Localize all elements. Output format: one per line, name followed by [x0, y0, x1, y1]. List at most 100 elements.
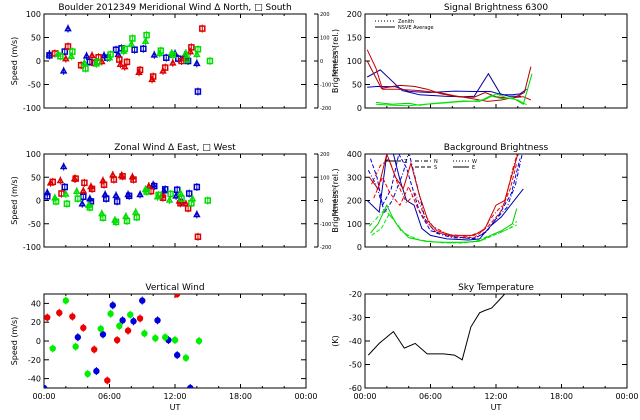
data-point-triangle-green [165, 195, 174, 203]
background-data [366, 154, 524, 244]
data-point-blue [130, 318, 137, 325]
data-point-red [136, 315, 144, 322]
y-tick-label: 50 [352, 81, 362, 90]
data-point-red [124, 327, 132, 334]
series-line-blue-Z [366, 154, 524, 241]
vertical-title: Vertical Wind [145, 283, 204, 293]
right-y-tick-label: -100 [320, 83, 331, 89]
data-point-green [182, 354, 190, 362]
data-point-triangle-green [80, 58, 89, 66]
skytemp-title: Sky Temperature [458, 283, 534, 293]
data-point-square-green [183, 56, 191, 63]
x-tick-label: 12:00 [163, 392, 186, 401]
zonal-data [44, 162, 211, 241]
y-tick-label: -100 [23, 104, 41, 113]
data-point-triangle-green [72, 187, 81, 194]
right-y-tick-label: 100 [320, 36, 330, 42]
y-tick-label: -30 [349, 314, 362, 323]
data-point-green [49, 345, 56, 352]
y-axis-label: (K) [331, 335, 340, 347]
data-point-square-red [100, 181, 108, 188]
data-point-green [171, 336, 179, 344]
data-point-square-red [110, 176, 118, 183]
data-point-square-red [123, 58, 131, 66]
data-point-square-blue [173, 186, 181, 194]
data-point-square-blue [151, 182, 158, 190]
data-point-square-green [52, 198, 60, 205]
data-point-square-red [161, 64, 169, 71]
y-tick-label: -50 [28, 220, 41, 229]
data-point-green [195, 337, 203, 345]
signal-title: Signal Brightness 6300 [444, 3, 548, 13]
legend-label: Zenith [398, 19, 414, 25]
legend-label: N [434, 159, 438, 165]
y-tick-label: 100 [347, 57, 362, 66]
data-point-square-green [204, 197, 211, 204]
data-point-square-red [81, 179, 88, 187]
x-tick-label: 00:00 [32, 392, 55, 401]
series-line-red-1 [366, 49, 532, 102]
data-point-square-green [69, 48, 76, 55]
data-point-red [69, 313, 76, 320]
background-panel: 0 100 200 300 400 Brightness (rel.) Z NS WE [331, 150, 628, 252]
y-tick-label: 0 [357, 243, 362, 252]
y-tick-label: 400 [347, 150, 362, 159]
series-line-blue-1 [366, 69, 522, 98]
x-tick-label: 00:00 [615, 392, 638, 401]
data-point-square-red [149, 73, 157, 80]
data-point-square-green [178, 195, 185, 202]
data-point-square-red [130, 176, 137, 183]
data-point-square-red [199, 25, 206, 32]
data-point-square-red [184, 205, 192, 212]
y-tick-label: 150 [347, 34, 362, 43]
data-point-triangle-green [193, 50, 201, 58]
y-tick-label: 100 [347, 220, 362, 229]
data-point-square-red [188, 44, 195, 51]
y-tick-label: 100 [26, 10, 41, 19]
x-tick-label: 06:00 [98, 392, 121, 401]
signal-panel: 0 50 100 150 200 Brightness (rel.) ZenithNSVE … [331, 10, 628, 113]
series-line-green-S [371, 213, 517, 244]
data-point-green [116, 322, 123, 330]
right-y-tick-label: 0 [320, 199, 323, 205]
y-tick-label: -50 [28, 81, 41, 90]
vertical-panel: 00:00 06:00 12:00 18:00 00:00 UT -40 -20 0 20 40 Sp… [10, 293, 318, 412]
data-point-triangle-blue [59, 162, 68, 170]
skytemp-data [367, 294, 508, 361]
data-point-square-green [133, 213, 141, 221]
data-point-triangle-blue [150, 50, 159, 58]
y-tick-label: -40 [349, 337, 362, 346]
y-tick-label: 40 [31, 299, 41, 308]
right-y-tick-label: -100 [320, 222, 331, 228]
data-point-square-blue [194, 88, 202, 95]
data-point-triangle-blue [64, 24, 72, 32]
series-line-red-N [371, 154, 518, 238]
data-point-square-green [121, 45, 129, 53]
data-point-square-blue [102, 195, 110, 202]
data-point-square-red [136, 66, 144, 74]
right-y-tick-label: 0 [320, 59, 323, 65]
data-point-square-blue [185, 190, 193, 197]
data-point-green [72, 343, 79, 350]
y-tick-label: -100 [23, 243, 41, 252]
x-tick-label: 06:00 [419, 392, 442, 401]
data-point-blue [99, 331, 107, 338]
data-point-triangle-green [127, 40, 136, 47]
y-tick-label: 100 [26, 150, 41, 159]
data-point-square-green [194, 46, 202, 53]
data-point-square-green [107, 51, 114, 58]
y-axis-label: Speed (m/s) [10, 176, 19, 225]
data-point-triangle-red [116, 60, 125, 68]
data-point-square-green [86, 204, 94, 211]
x-tick-label: 18:00 [550, 392, 573, 401]
data-point-blue [173, 351, 181, 359]
data-point-green [62, 297, 70, 304]
data-point-red [104, 377, 111, 384]
data-point-triangle-blue [112, 191, 120, 199]
series-line-green-Z [370, 204, 518, 243]
data-point-square-blue [113, 198, 121, 205]
data-point-square-red [88, 185, 96, 193]
x-axis-label: UT [491, 403, 502, 412]
